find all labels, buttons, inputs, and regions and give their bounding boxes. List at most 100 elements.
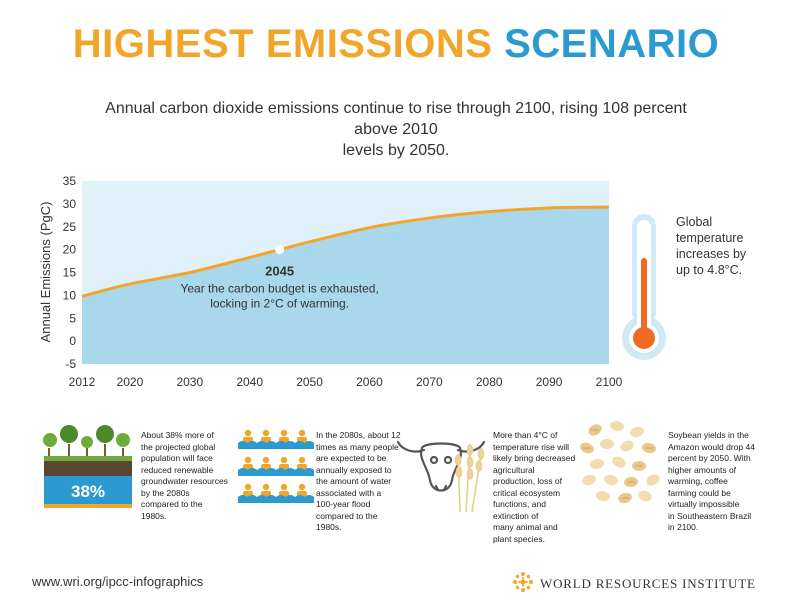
y-tick-label: 0 [69, 334, 76, 348]
bean [600, 438, 614, 450]
annotation-line-2: locking in 2°C of warming. [210, 297, 349, 311]
info-line: virtually impossible [668, 499, 740, 509]
info-line: plant species. [493, 533, 545, 544]
y-tick-label: 15 [63, 266, 77, 280]
bean [610, 420, 624, 432]
info-line: compared to the [141, 499, 203, 509]
flood-people-icon [238, 429, 314, 503]
person-head [262, 456, 270, 464]
subtitle: Annual carbon dioxide emissions continue… [90, 98, 702, 161]
x-tick-label: 2050 [296, 375, 323, 389]
footer-org: WORLD RESOURCES INSTITUTE [540, 576, 756, 591]
info-line: temperature rise will [493, 441, 570, 452]
info-line: production, loss of [493, 476, 562, 486]
title-part-scenario: SCENARIO [504, 22, 720, 66]
info-agriculture: More than 4°C of temperature rise will lik… [493, 430, 593, 545]
info-line: population will face [141, 453, 213, 463]
annotation-year: 2045 [265, 264, 294, 279]
info-line: Amazon would drop 44 [668, 441, 755, 452]
subtitle-line-2: levels by 2050. [342, 142, 450, 159]
info-line: critical ecosystem [493, 487, 561, 498]
info-line: extinction of [493, 510, 539, 521]
annotation-marker [275, 245, 285, 255]
info-groundwater: About 38% more of the projected global pop… [141, 430, 241, 522]
footer-url[interactable]: www.wri.org/ipcc-infographics [32, 574, 204, 589]
info-line: reduced renewable [141, 464, 214, 475]
subtitle-line-1: Annual carbon dioxide emissions continue… [105, 100, 687, 138]
person-head [280, 456, 288, 464]
person-head [280, 429, 288, 437]
x-tick-label: 2030 [176, 375, 203, 389]
info-line: 1980s. [141, 510, 167, 521]
info-line: Soybean yields in the [668, 430, 749, 440]
info-soybean: Soybean yields in the Amazon would drop 4… [668, 430, 768, 534]
y-tick-label: 25 [63, 220, 77, 234]
thermometer-text: Global temperature increases by up to 4.… [676, 214, 766, 278]
bean [604, 474, 618, 486]
info-line: the projected global [141, 441, 216, 452]
y-axis-label: Annual Emissions (PgC) [38, 202, 53, 343]
wave [238, 441, 314, 449]
y-tick-label: 35 [63, 174, 77, 188]
bean [620, 440, 634, 452]
thermometer-line-1: Global [676, 215, 713, 229]
thermometer-line-4: up to 4.8°C. [676, 263, 743, 277]
title-part-highest-emissions: HIGHEST EMISSIONS [72, 22, 493, 66]
bean [612, 456, 626, 468]
info-line: times as many people [316, 441, 399, 452]
info-line: 100-year flood [316, 499, 371, 509]
thermometer-line-3: increases by [676, 247, 747, 261]
person-head [262, 429, 270, 437]
person-head [244, 456, 252, 464]
x-tick-label: 2070 [416, 375, 443, 389]
soybean-coffee-icon [580, 420, 660, 504]
x-tick-label: 2020 [117, 375, 144, 389]
y-tick-label: 10 [63, 288, 77, 302]
groundwater-icon: 38% [43, 425, 132, 508]
annotation-line-1: Year the carbon budget is exhausted, [180, 282, 378, 296]
info-line: In the 2080s, about 12 [316, 430, 401, 440]
x-tick-label: 2012 [69, 375, 96, 389]
info-line: associated with a [316, 487, 382, 498]
wri-logo-icon [513, 572, 533, 592]
info-line: likely bring decreased [493, 453, 576, 463]
y-tick-label: 5 [69, 311, 76, 325]
x-tick-label: 2090 [536, 375, 563, 389]
person-head [298, 456, 306, 464]
bean [630, 426, 644, 438]
wave [238, 495, 314, 503]
emissions-area [82, 207, 609, 364]
person-head [244, 429, 252, 437]
info-line: About 38% more of [141, 430, 214, 440]
groundwater-badge: 38% [71, 482, 105, 501]
info-line: compared to the [316, 510, 378, 521]
info-line: annually exposed to [316, 464, 392, 475]
x-tick-label: 2080 [476, 375, 503, 389]
info-line: are expected to be [316, 453, 387, 463]
info-line: higher amounts of [668, 464, 737, 475]
person-head [244, 483, 252, 491]
emissions-line [81, 205, 610, 298]
info-line: agricultural [493, 464, 535, 475]
info-line: by the 2080s [141, 487, 190, 498]
info-line: percent by 2050. With [668, 453, 751, 463]
x-tick-label: 2060 [356, 375, 383, 389]
info-line: More than 4°C of [493, 430, 558, 440]
info-line: functions, and [493, 499, 546, 509]
bean [596, 490, 610, 502]
person-head [298, 429, 306, 437]
info-flood: In the 2080s, about 12 times as many peop… [316, 430, 416, 534]
cow-skull-wheat-icon [396, 440, 486, 513]
person-head [298, 483, 306, 491]
y-tick-label: -5 [65, 357, 76, 371]
wave [238, 468, 314, 476]
person-head [280, 483, 288, 491]
bean [646, 474, 660, 486]
page-title: HIGHEST EMISSIONS SCENARIO [0, 22, 792, 67]
info-line: in 2100. [668, 522, 699, 532]
y-tick-label: 20 [63, 243, 77, 257]
info-line: the amount of water [316, 476, 392, 486]
x-tick-label: 2040 [236, 375, 263, 389]
info-line: groundwater resources [141, 476, 228, 486]
